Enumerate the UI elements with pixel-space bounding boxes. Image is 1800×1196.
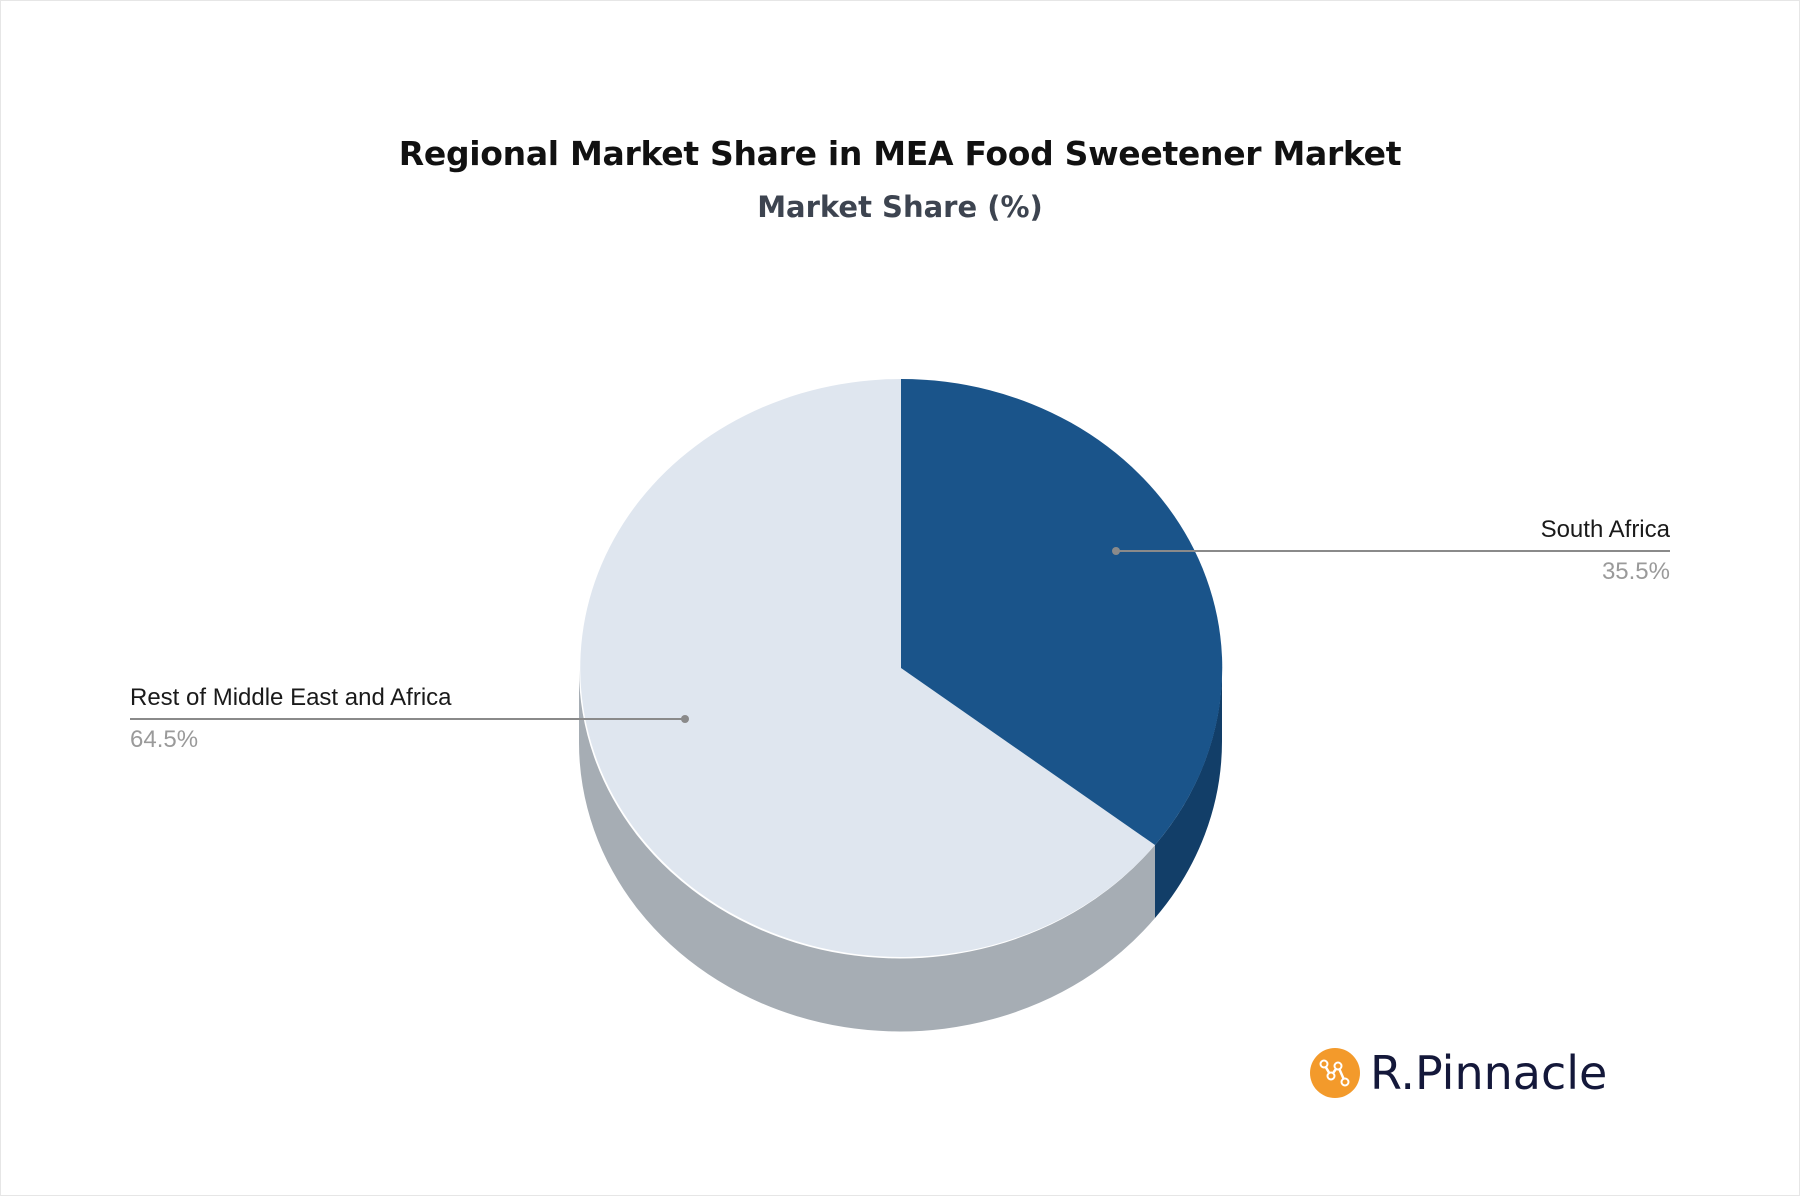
chart-subtitle: Market Share (%) — [757, 190, 1043, 224]
slice-rest-side[interactable] — [578, 668, 1155, 1032]
label-south-africa: South Africa — [1540, 516, 1670, 543]
leader-dot-rest — [681, 715, 689, 723]
brand-logo: R.Pinnacle — [1310, 1046, 1607, 1100]
chart-title: Regional Market Share in MEA Food Sweete… — [398, 134, 1402, 173]
label-rest: Rest of Middle East and Africa — [130, 684, 452, 711]
slice-rest[interactable] — [580, 379, 1155, 957]
value-rest: 64.5% — [130, 726, 199, 753]
brand-name: R.Pinnacle — [1370, 1046, 1608, 1100]
chart-line-icon — [1310, 1048, 1360, 1098]
leader-dot-south-africa — [1112, 547, 1120, 555]
slice-south-africa[interactable] — [901, 378, 1223, 845]
slice-south-africa-side[interactable] — [1155, 668, 1223, 918]
value-south-africa: 35.5% — [1601, 558, 1670, 585]
